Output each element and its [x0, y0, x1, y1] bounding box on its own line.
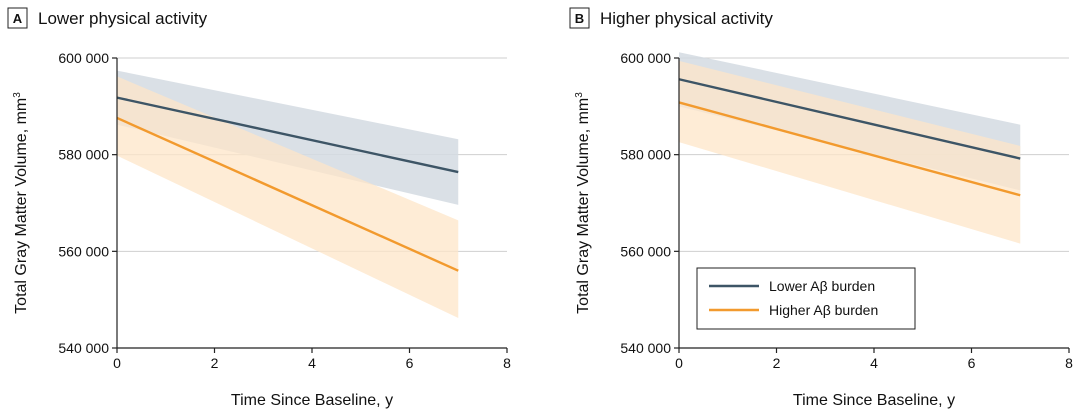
- panel-letter: B: [575, 11, 584, 26]
- y-axis-title: Total Gray Matter Volume, mm3: [12, 92, 30, 314]
- x-tick-label: 8: [503, 355, 511, 371]
- y-axis-title: Total Gray Matter Volume, mm3: [574, 92, 592, 314]
- panel-letter-box: [7, 7, 28, 29]
- panel-letter-box: [569, 7, 590, 29]
- y-tick-label: 540 000: [58, 340, 109, 356]
- panel-title: Higher physical activity: [600, 9, 773, 28]
- legend-box: [696, 267, 916, 330]
- series-line-lower-abeta: [116, 96, 459, 174]
- x-tick-label: 6: [968, 355, 976, 371]
- x-tick-label: 4: [308, 355, 316, 371]
- y-tick-label: 560 000: [58, 243, 109, 259]
- ci-band-higher-abeta: [679, 60, 1021, 244]
- legend-label-lower-abeta: Lower Aβ burden: [769, 278, 875, 294]
- x-axis-title: Time Since Baseline, y: [231, 392, 393, 409]
- x-tick-label: 2: [773, 355, 781, 371]
- y-tick-label: 600 000: [620, 50, 671, 66]
- x-tick-label: 6: [406, 355, 414, 371]
- legend: Lower Aβ burden Higher Aβ burden: [696, 267, 916, 330]
- y-tick-label: 600 000: [58, 50, 109, 66]
- panel-b: B Higher physical activity 540 000 560 000 5…: [569, 7, 1073, 409]
- y-tick-label: 560 000: [620, 243, 671, 259]
- x-tick-label: 0: [113, 355, 121, 371]
- y-tick-label: 580 000: [58, 147, 109, 163]
- y-tick-label: 540 000: [620, 340, 671, 356]
- legend-label-higher-abeta: Higher Aβ burden: [769, 302, 878, 318]
- series-line-higher-abeta: [678, 101, 1021, 197]
- series-line-higher-abeta: [116, 116, 459, 272]
- panel-a: A Lower physical activity 540 000 560 000 58…: [7, 7, 511, 409]
- ci-band-lower-abeta: [117, 70, 459, 205]
- ci-band-higher-abeta: [117, 76, 459, 319]
- x-tick-label: 0: [675, 355, 683, 371]
- panel-title: Lower physical activity: [38, 9, 208, 28]
- x-tick-label: 2: [211, 355, 219, 371]
- x-tick-label: 4: [870, 355, 878, 371]
- series-line-lower-abeta: [678, 78, 1021, 160]
- y-tick-label: 580 000: [620, 147, 671, 163]
- x-axis-title: Time Since Baseline, y: [793, 392, 955, 409]
- x-tick-label: 8: [1065, 355, 1073, 371]
- panel-letter: A: [13, 11, 23, 26]
